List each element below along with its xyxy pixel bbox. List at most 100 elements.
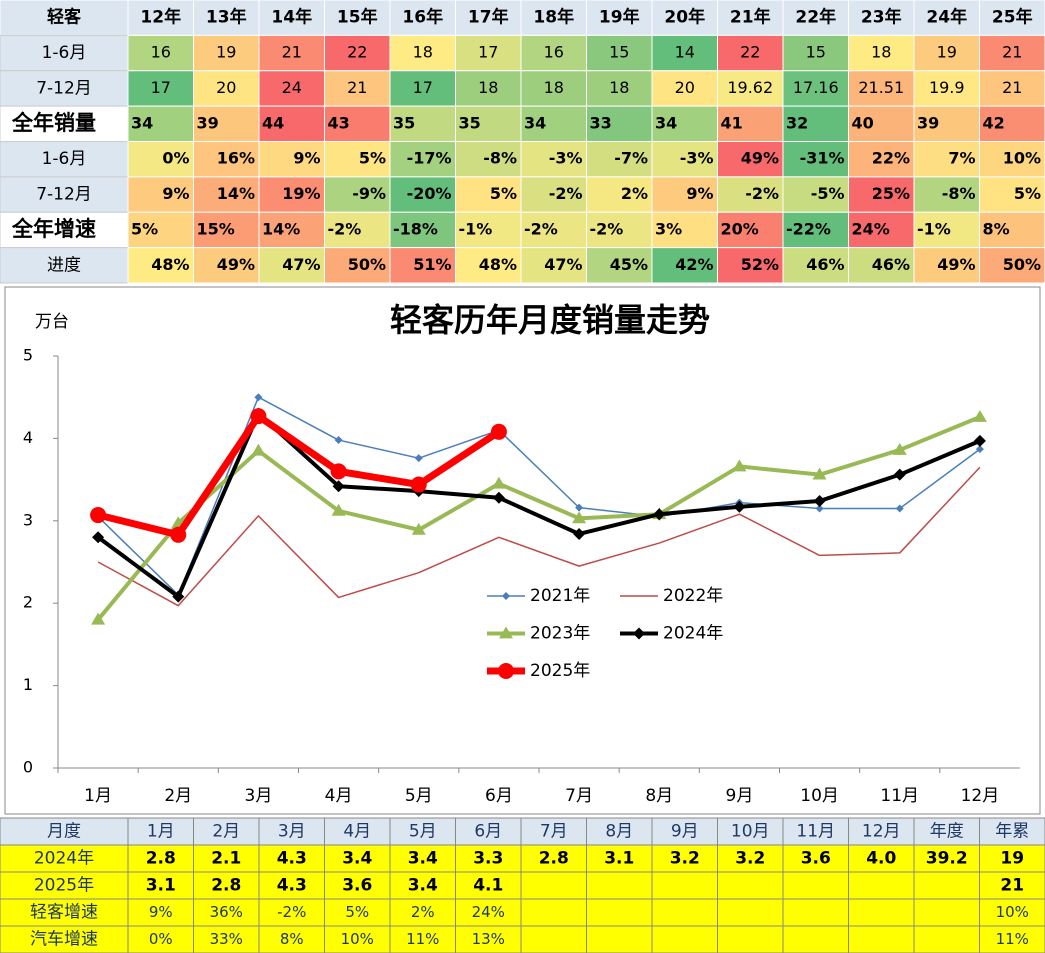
cell-text: 9% <box>162 184 189 203</box>
cell-text: 18 <box>609 78 629 97</box>
cell <box>979 925 1045 953</box>
cell-text: 34 <box>524 113 546 132</box>
header-text: 12月 <box>862 822 901 842</box>
cell <box>127 844 194 873</box>
heat-cell <box>520 141 587 178</box>
heat-cell <box>455 247 522 284</box>
cell-text: -20% <box>407 184 452 203</box>
cell <box>520 871 587 900</box>
header-text: 月度 <box>47 822 81 842</box>
marker <box>732 459 747 472</box>
marker <box>332 480 345 493</box>
heat-cell <box>324 211 391 249</box>
cell <box>717 925 784 953</box>
cell <box>324 925 391 953</box>
cell-text: 2.8 <box>211 876 241 896</box>
cell-text: 42 <box>983 113 1005 132</box>
marker <box>498 663 514 679</box>
header-cell <box>127 0 194 36</box>
cell-text: 10% <box>341 930 374 948</box>
cell-text: 48% <box>151 255 189 274</box>
header-cell <box>586 0 653 36</box>
row-label-cell <box>0 247 129 284</box>
cell-text: 41 <box>721 113 743 132</box>
cell-text: 3.3 <box>473 849 503 869</box>
row-label: 7-12月 <box>36 185 92 205</box>
heat-cell <box>520 70 587 107</box>
cell-text: -31% <box>800 149 845 168</box>
heat-cell <box>455 70 522 107</box>
legend-label: 2024年 <box>663 624 723 644</box>
cell <box>717 898 784 927</box>
row-label-cell <box>0 211 129 249</box>
x-tick-label: 8月 <box>645 786 673 806</box>
heat-cell <box>782 141 849 178</box>
heat-cell <box>651 176 718 213</box>
cell-text: 20 <box>675 78 695 97</box>
marker <box>334 436 343 445</box>
heat-cell <box>913 176 980 213</box>
row-label: 1-6月 <box>42 43 87 63</box>
cell-text: 9% <box>293 149 320 168</box>
cell-text: 39.2 <box>926 849 968 869</box>
cell-text: 34 <box>131 113 153 132</box>
cell-text: -7% <box>614 149 648 168</box>
heat-cell <box>979 247 1045 284</box>
header-text: 19年 <box>599 7 640 28</box>
marker <box>653 508 666 521</box>
cell-text: 5% <box>1014 184 1041 203</box>
heat-cell <box>389 247 456 284</box>
cell-text: 3.2 <box>670 849 700 869</box>
cell-text: 7% <box>948 149 975 168</box>
cell-text: 3.4 <box>408 876 438 896</box>
heat-cell <box>586 176 653 213</box>
cell-text: 19.62 <box>727 78 773 97</box>
cell-text: 16% <box>217 149 255 168</box>
cell <box>913 898 980 927</box>
header-text: 18年 <box>533 7 574 28</box>
heat-cell <box>520 176 587 213</box>
cell-text: -9% <box>352 184 386 203</box>
row-label: 全年增速 <box>11 217 96 241</box>
cell <box>324 844 391 873</box>
cell-text: 2.8 <box>539 849 569 869</box>
cell-text: 15 <box>609 43 629 62</box>
cell-text: 18 <box>413 43 433 62</box>
cell-text: 21 <box>1002 78 1022 97</box>
cell <box>193 898 260 927</box>
header-text: 17年 <box>468 7 509 28</box>
cell-text: 46% <box>872 255 910 274</box>
header-cell <box>979 817 1045 846</box>
cell <box>586 871 653 900</box>
cell-text: 39 <box>197 113 219 132</box>
cell-text: -18% <box>393 219 438 238</box>
heat-cell <box>193 105 260 142</box>
heat-cell <box>324 247 391 284</box>
cell <box>520 844 587 873</box>
cell-text: 21 <box>282 43 302 62</box>
header-text: 14年 <box>271 7 312 28</box>
cell-text: 14 <box>675 43 695 62</box>
marker <box>254 393 263 402</box>
marker <box>575 503 584 512</box>
y-tick-label: 3 <box>23 510 33 529</box>
x-tick-label: 5月 <box>405 786 433 806</box>
x-tick-label: 12月 <box>961 786 1000 806</box>
heat-cell <box>717 34 784 72</box>
marker <box>813 495 826 508</box>
cell-text: 24 <box>282 78 302 97</box>
x-tick-label: 7月 <box>565 786 593 806</box>
heat-cell <box>782 211 849 249</box>
cell-text: 17 <box>151 78 171 97</box>
marker <box>573 527 586 540</box>
cell-text: 16 <box>544 43 564 62</box>
cell-text: 5% <box>345 903 369 921</box>
heat-cell <box>651 70 718 107</box>
heat-cell <box>913 211 980 249</box>
cell-text: 3.1 <box>146 876 176 896</box>
cell-text: 24% <box>852 219 890 238</box>
cell-text: 5% <box>131 219 158 238</box>
cell-text: 46% <box>806 255 844 274</box>
marker <box>972 409 987 422</box>
